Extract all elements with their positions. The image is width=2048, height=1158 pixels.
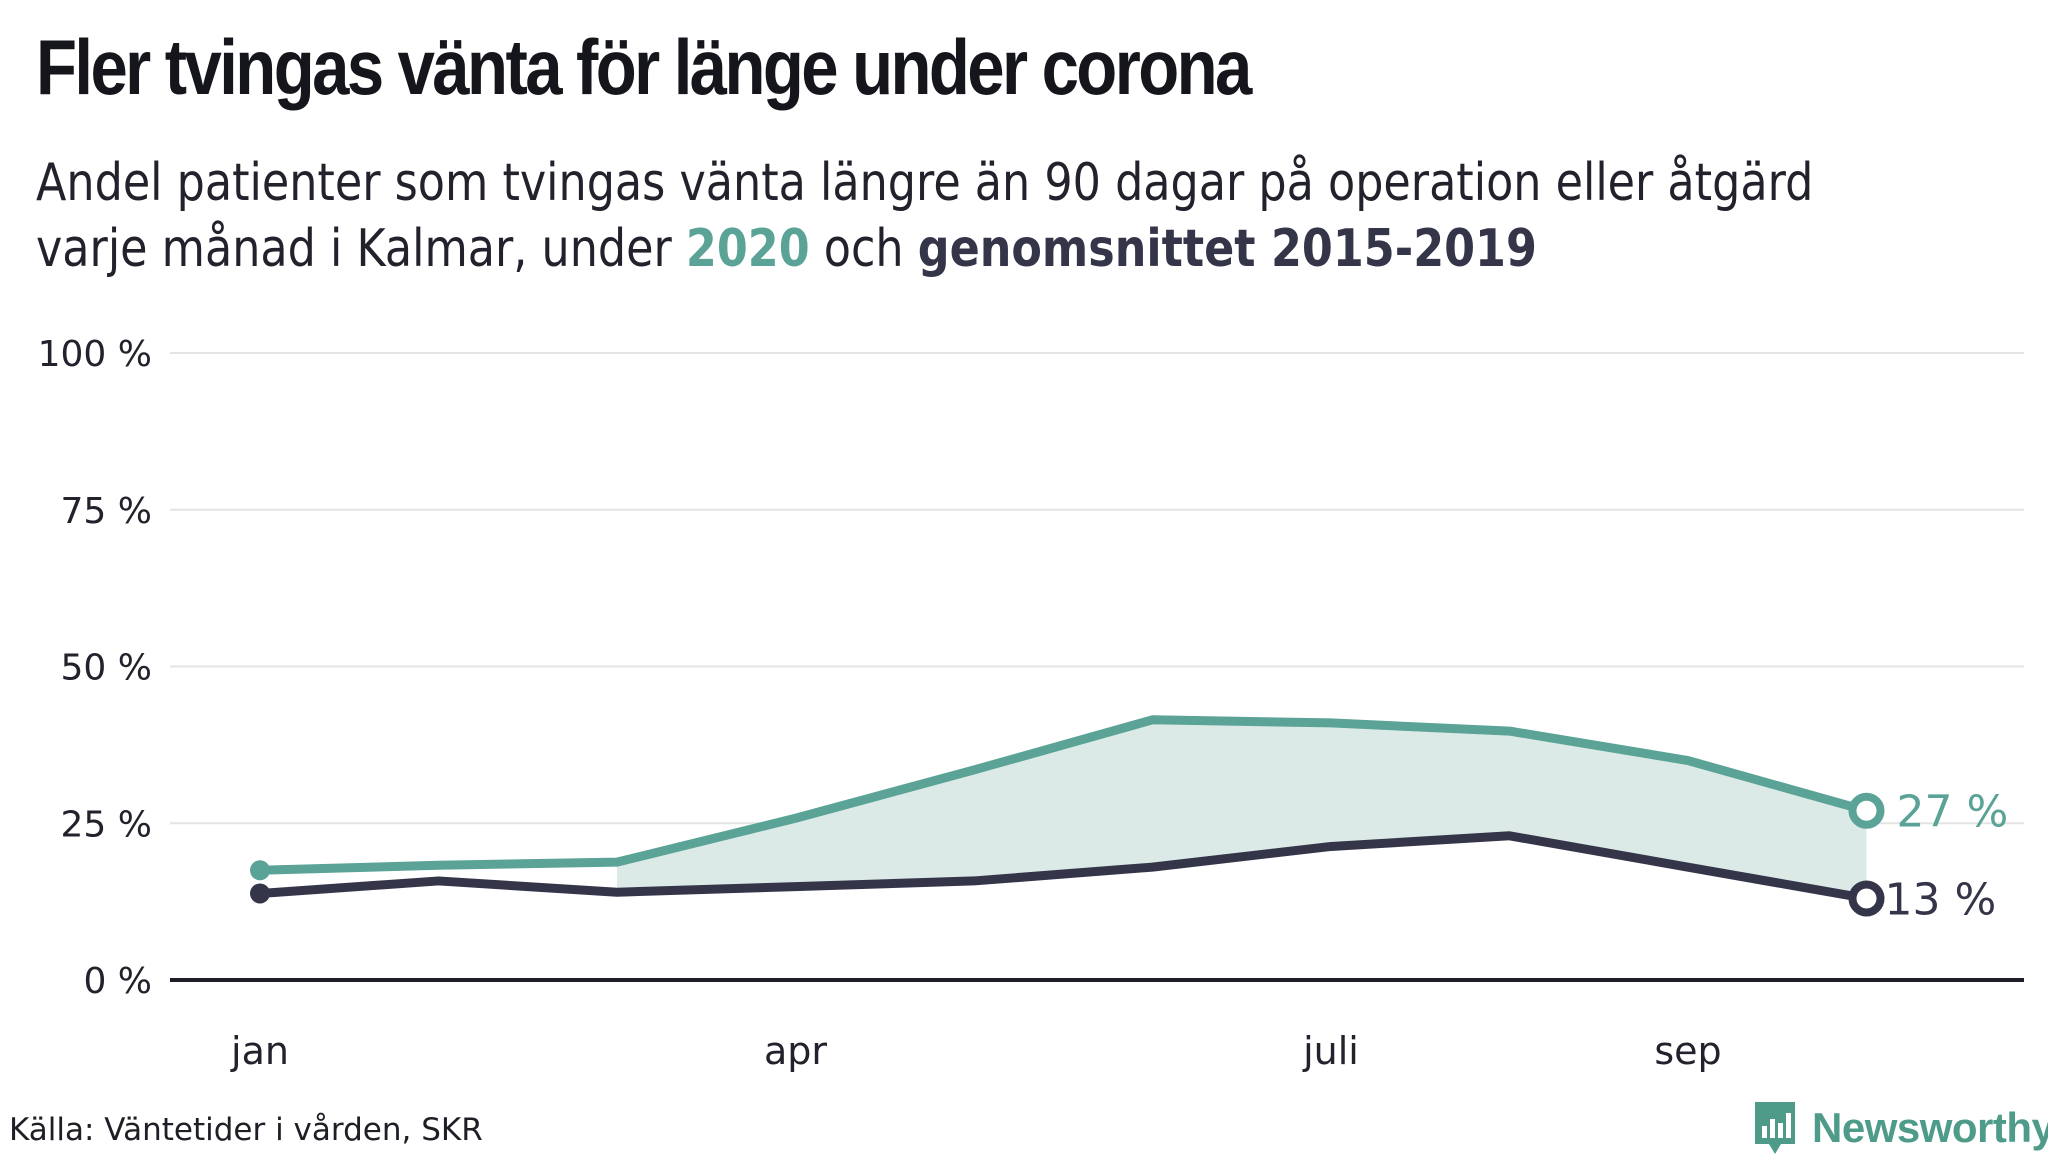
start-marker-average [250, 883, 270, 904]
chart-title: Fler tvingas vänta för länge under coron… [36, 23, 1252, 111]
source-note: Källa: Väntetider i vården, SKR [9, 1112, 483, 1148]
y-tick-label: 75 % [61, 491, 152, 532]
bar-chart-speech-bubble-icon [1755, 1102, 1795, 1154]
start-marker-2020 [250, 860, 270, 881]
end-labels: 27 % 13 % [1885, 787, 2009, 926]
difference-area [617, 719, 1867, 899]
y-axis-ticks: 0 % 25 % 50 % 75 % 100 % [38, 334, 152, 1002]
end-marker-2020 [1848, 792, 1885, 829]
subtitle-line1: Andel patienter som tvingas vänta längre… [36, 153, 1814, 213]
subtitle-highlight-2020: 2020 [685, 219, 810, 279]
y-tick-label: 25 % [61, 804, 152, 845]
end-marker-average [1848, 880, 1885, 917]
series-line-average [255, 831, 1871, 903]
y-tick-label: 0 % [83, 961, 152, 1002]
y-tick-label: 100 % [38, 334, 152, 375]
x-tick-label: sep [1654, 1029, 1721, 1073]
end-label-2020: 27 % [1897, 787, 2009, 838]
x-tick-label: apr [764, 1029, 827, 1073]
subtitle-highlight-average: genomsnittet 2015-2019 [917, 219, 1537, 279]
series-line-2020 [255, 715, 1871, 875]
x-tick-label: juli [1302, 1029, 1359, 1073]
subtitle-middle: och [809, 219, 918, 279]
y-tick-label: 50 % [61, 648, 152, 689]
chart-subtitle: Andel patienter som tvingas vänta längre… [36, 150, 1813, 282]
brand-logo[interactable]: Newsworthy [1752, 1098, 2048, 1158]
brand-name: Newsworthy [1812, 1104, 2048, 1151]
difference-area-fill [617, 719, 1867, 899]
subtitle-line2-prefix: varje månad i Kalmar, under [36, 219, 686, 279]
series-lines [250, 715, 1885, 917]
end-label-average: 13 % [1885, 874, 1997, 925]
x-axis-ticks: jan apr juli sep [230, 1029, 1722, 1073]
x-tick-label: jan [230, 1029, 289, 1073]
